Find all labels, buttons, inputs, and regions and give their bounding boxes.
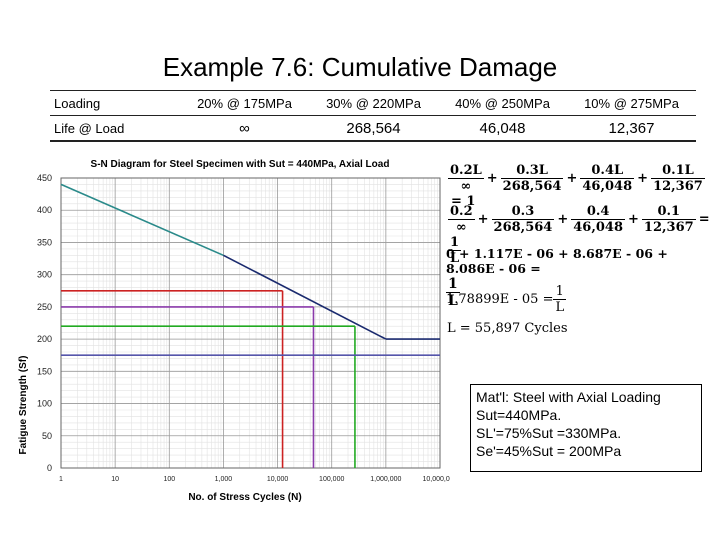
life-row: Life @ Load ∞ 268,564 46,048 12,367 xyxy=(50,115,696,142)
x-tick-label: 1,000,000 xyxy=(370,476,401,483)
y-tick-label: 100 xyxy=(37,399,52,409)
y-tick-label: 350 xyxy=(37,237,52,247)
y-tick-label: 0 xyxy=(47,463,52,473)
loading-cell: 10% @ 275MPa xyxy=(567,90,696,116)
fraction: 0.4L 46,048 xyxy=(580,163,635,194)
life-cell: 46,048 xyxy=(438,115,567,142)
y-axis-ticks: 0 50 100 150 200 250 300 350 400 450 xyxy=(37,173,52,473)
plus-sign: + xyxy=(486,171,498,186)
reference-lines xyxy=(61,289,440,468)
y-tick-label: 450 xyxy=(37,173,52,183)
equation-1: 0.2L ∞ +0.3L 268,564 +0.4L 46,048 +0.1L 12,367 =… xyxy=(448,163,720,209)
life-cell: 268,564 xyxy=(309,115,438,142)
sn-curve-segment xyxy=(60,183,224,257)
numerator: 0.4 xyxy=(571,204,626,220)
denominator: 12,367 xyxy=(653,179,703,194)
denominator: ∞ xyxy=(460,179,472,194)
chart-title: S-N Diagram for Steel Specimen with Sut … xyxy=(91,159,390,170)
y-axis-label: Fatigue Strength (Sf) xyxy=(18,356,29,455)
fraction: 0.1L 12,367 xyxy=(651,163,705,194)
life-cell: ∞ xyxy=(180,115,309,142)
numerator: 0.1L xyxy=(651,163,705,179)
numerator: 0.4L xyxy=(580,163,635,179)
denominator: L xyxy=(450,251,460,266)
loading-label: Loading xyxy=(50,90,180,116)
life-cell: 12,367 xyxy=(567,115,696,142)
sn-curve-segment xyxy=(223,254,387,340)
y-tick-label: 50 xyxy=(42,431,52,441)
denominator: L xyxy=(448,293,458,309)
denominator: 268,564 xyxy=(502,179,562,194)
plus-sign: + xyxy=(477,212,489,227)
numerator: 0.1 xyxy=(641,204,696,220)
numerator: 0.3 xyxy=(491,204,555,220)
x-axis-ticks: 1 10 100 1,000 10,000 100,000 1,000,000 10,000,… xyxy=(59,476,450,483)
y-tick-label: 200 xyxy=(37,334,52,344)
x-tick-label: 10,000,000 xyxy=(422,476,450,483)
x-tick-label: 100 xyxy=(163,476,175,483)
fraction: 0.2L ∞ xyxy=(448,163,484,194)
numerator: 0.2L xyxy=(448,163,484,179)
fraction: 0.1 12,367 xyxy=(641,204,696,235)
y-tick-label: 300 xyxy=(37,270,52,280)
plot-frame xyxy=(60,177,441,469)
chart-grid xyxy=(60,177,441,469)
fraction: 0.4 46,048 xyxy=(571,204,626,235)
x-tick-label: 100,000 xyxy=(319,476,344,483)
fraction: 0.3 268,564 xyxy=(491,204,555,235)
material-note: Mat'l: Steel with Axial Loading Sut=440M… xyxy=(470,384,702,472)
equation-5: L = 55,897 Cycles xyxy=(447,321,568,336)
equals-sign: = xyxy=(698,212,710,227)
plus-sign: + xyxy=(637,171,649,186)
numerator: 1 xyxy=(446,276,460,293)
equation-2: 0.2 ∞ +0.3 268,564 +0.4 46,048 +0.1 12,367 = 1 L xyxy=(448,204,720,266)
sn-diagram: S-N Diagram for Steel Specimen with Sut … xyxy=(18,159,450,503)
x-tick-label: 10,000 xyxy=(267,476,289,483)
equation-3: 0 + 1.117E - 06 + 8.687E - 06 + 8.086E -… xyxy=(446,246,720,309)
equation-4: 1.78899E - 05 = 1 L xyxy=(446,284,567,315)
y-tick-label: 250 xyxy=(37,302,52,312)
fraction: 0.3L 268,564 xyxy=(500,163,564,194)
note-line: Sut=440MPa. xyxy=(476,407,562,423)
note-line: Mat'l: Steel with Axial Loading xyxy=(476,389,661,405)
plus-sign: + xyxy=(557,212,569,227)
loading-table: Loading 20% @ 175MPa 30% @ 220MPa 40% @ … xyxy=(50,90,696,142)
plus-sign: + xyxy=(566,171,578,186)
loading-cell: 40% @ 250MPa xyxy=(438,90,567,116)
loading-cell: 20% @ 175MPa xyxy=(180,90,309,116)
slide-title: Example 7.6: Cumulative Damage xyxy=(162,52,558,82)
numerator: 0.3L xyxy=(500,163,564,179)
x-tick-label: 1,000 xyxy=(215,476,233,483)
y-tick-label: 150 xyxy=(37,366,52,376)
x-tick-label: 1 xyxy=(59,476,63,483)
equation-lhs: 0 + 1.117E - 06 + 8.687E - 06 + 8.086E -… xyxy=(446,246,668,276)
loading-row: Loading 20% @ 175MPa 30% @ 220MPa 40% @ … xyxy=(50,90,696,116)
plus-sign: + xyxy=(628,212,639,227)
numerator: 1 xyxy=(448,235,462,251)
note-line: SL'=75%Sut =330MPa. xyxy=(476,425,622,441)
loading-cell: 30% @ 220MPa xyxy=(309,90,438,116)
life-label: Life @ Load xyxy=(50,115,180,142)
denominator: 46,048 xyxy=(582,179,633,194)
numerator: 0.2 xyxy=(448,204,475,220)
denominator: 46,048 xyxy=(573,220,624,235)
denominator: L xyxy=(555,300,565,315)
denominator: 268,564 xyxy=(493,220,553,235)
fraction: 0.2 ∞ xyxy=(448,204,475,235)
y-tick-label: 400 xyxy=(37,205,52,215)
sn-curve xyxy=(60,183,440,340)
numerator: 1 xyxy=(553,284,567,300)
equation-lhs: 1.78899E - 05 = xyxy=(446,292,554,307)
x-axis-label: No. of Stress Cycles (N) xyxy=(188,492,301,503)
x-tick-label: 10 xyxy=(111,476,119,483)
denominator: 12,367 xyxy=(643,220,694,235)
note-line: Se'=45%Sut = 200MPa xyxy=(476,443,622,459)
equals-one: = 1 xyxy=(451,194,476,209)
denominator: ∞ xyxy=(455,220,467,235)
